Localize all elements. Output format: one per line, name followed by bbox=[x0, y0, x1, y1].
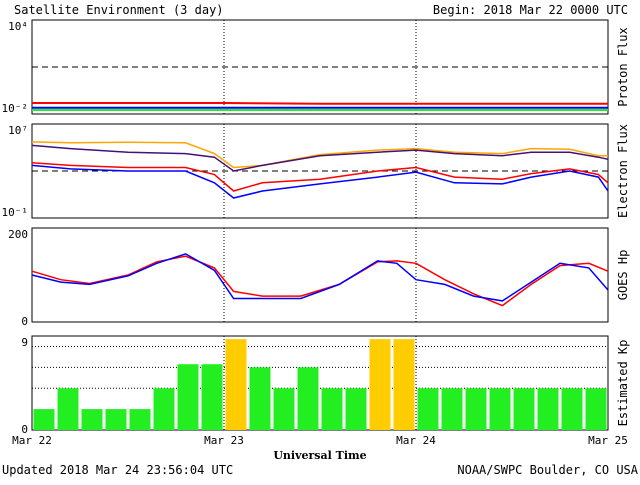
kp-bar bbox=[465, 388, 487, 430]
credit-text: NOAA/SWPC Boulder, CO USA bbox=[457, 463, 638, 477]
x-axis-label: Universal Time bbox=[273, 449, 366, 462]
hp-ytick-top: 200 bbox=[8, 228, 28, 241]
kp-bar bbox=[57, 388, 79, 430]
kp-bar bbox=[33, 409, 55, 430]
xtick-mar25: Mar 25 bbox=[588, 434, 628, 447]
kp-bar bbox=[561, 388, 583, 430]
kp-bar bbox=[537, 388, 559, 430]
hp-panel-frame bbox=[31, 227, 609, 323]
kp-bar bbox=[345, 388, 367, 430]
kp-bar bbox=[153, 388, 175, 430]
electron-flux-series-purple bbox=[31, 144, 609, 172]
kp-bar bbox=[441, 388, 463, 430]
xtick-mar22: Mar 22 bbox=[12, 434, 52, 447]
electron-flux-series-red bbox=[31, 162, 609, 192]
xtick-mar23: Mar 23 bbox=[204, 434, 244, 447]
hp-ytick-bottom: 0 bbox=[21, 315, 28, 328]
kp-bar bbox=[249, 367, 271, 430]
proton-ytick-bottom: 10⁻² bbox=[2, 102, 29, 115]
updated-timestamp: Updated 2018 Mar 24 23:56:04 UTC bbox=[2, 463, 233, 477]
kp-bar bbox=[297, 367, 319, 430]
electron-flux-series-blue bbox=[31, 164, 609, 199]
kp-bar bbox=[201, 364, 223, 430]
kp-ytick-bottom: 0 bbox=[21, 423, 28, 436]
xtick-mar24: Mar 24 bbox=[396, 434, 436, 447]
kp-bar bbox=[105, 409, 127, 430]
kp-bar bbox=[321, 388, 343, 430]
proton-ylabel: Proton Flux bbox=[616, 27, 630, 106]
goes-hp-series-red bbox=[31, 255, 609, 307]
proton-ytick-top: 10⁴ bbox=[8, 20, 28, 33]
proton-panel-frame bbox=[31, 19, 609, 115]
kp-bar bbox=[81, 409, 103, 430]
proton-flux-series-red bbox=[32, 102, 608, 105]
electron-flux-series-orange bbox=[31, 141, 608, 169]
kp-bar bbox=[273, 388, 295, 430]
kp-ytick-top: 9 bbox=[21, 336, 28, 349]
chart-marks bbox=[31, 20, 609, 430]
kp-bar bbox=[369, 339, 391, 430]
kp-bar bbox=[393, 339, 415, 430]
electron-ytick-top: 10⁷ bbox=[8, 124, 28, 137]
kp-bar bbox=[417, 388, 439, 430]
goes-hp-series-blue bbox=[31, 253, 609, 302]
chart-title: Satellite Environment (3 day) bbox=[14, 3, 224, 17]
kp-bar bbox=[513, 388, 535, 430]
kp-ylabel: Estimated Kp bbox=[616, 340, 630, 427]
kp-panel-frame bbox=[31, 335, 609, 431]
electron-ylabel: Electron Flux bbox=[616, 124, 630, 218]
begin-date: Begin: 2018 Mar 22 0000 UTC bbox=[433, 3, 628, 17]
electron-ytick-bottom: 10⁻¹ bbox=[2, 206, 29, 219]
kp-bar bbox=[225, 339, 247, 430]
kp-bar bbox=[177, 364, 199, 430]
kp-bar bbox=[489, 388, 511, 430]
hp-ylabel: GOES Hp bbox=[616, 250, 630, 301]
kp-bar bbox=[585, 388, 607, 430]
kp-bar bbox=[129, 409, 151, 430]
